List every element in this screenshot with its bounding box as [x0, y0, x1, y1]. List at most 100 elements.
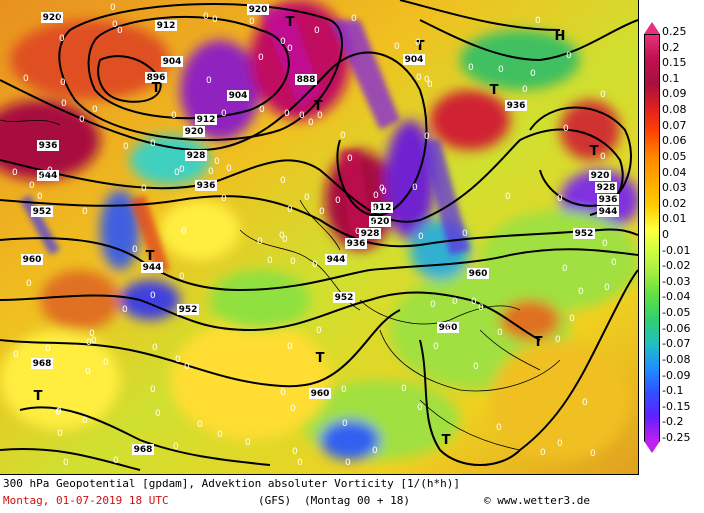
zero-label: 0	[13, 350, 19, 360]
zero-label: 0	[171, 111, 177, 121]
zero-label: 0	[415, 38, 421, 48]
zero-label: 0	[297, 458, 303, 468]
isohypse-label-bg	[403, 54, 425, 65]
zero-label: 0	[468, 63, 474, 73]
zero-label: 0	[37, 192, 43, 202]
zero-label: 0	[299, 111, 305, 121]
zero-label: 0	[113, 456, 119, 466]
zero-label: 0	[446, 323, 452, 333]
low-pressure-symbol: T	[34, 389, 43, 404]
scale-label: -0.06	[662, 321, 691, 335]
zero-label: 0	[562, 264, 568, 274]
scale-label: -0.25	[662, 431, 691, 444]
zero-label: 0	[373, 191, 379, 201]
isohypse-label-bg	[345, 238, 367, 249]
isohypse-label: 896	[147, 73, 166, 83]
pressure-symbols: T T T T T T T T T T H T	[34, 15, 599, 448]
isohypse-label: 952	[335, 293, 354, 303]
zero-label: 0	[530, 69, 536, 79]
zero-label: 0	[150, 291, 156, 301]
isohypse-label: 912	[373, 203, 392, 213]
isohypse-label: 928	[361, 229, 380, 239]
scale-label: 0.2	[662, 40, 680, 54]
isohypse-label-bg	[437, 322, 459, 333]
isohypse-label-bg	[185, 150, 207, 161]
scale-label: 0.03	[662, 181, 687, 195]
credit-url[interactable]: www.wetter3.de	[497, 494, 590, 507]
zero-label: 0	[417, 403, 423, 413]
zero-label: 0	[497, 328, 503, 338]
zero-label: 0	[287, 44, 293, 54]
zero-label: 0	[335, 196, 341, 206]
isohypse-label-bg	[132, 444, 154, 455]
low-pressure-symbol: T	[152, 81, 161, 96]
isohypse-label-bg	[161, 56, 183, 67]
zero-label: 0	[600, 152, 606, 162]
zero-label: 0	[179, 165, 185, 175]
isohypse-label: 968	[33, 359, 52, 369]
zero-label: 0	[522, 85, 528, 95]
zero-label: 0	[117, 26, 123, 36]
zero-label: 0	[496, 423, 502, 433]
zero-label: 0	[287, 342, 293, 352]
zero-label: 0	[150, 385, 156, 395]
zero-label: 0	[79, 115, 85, 125]
isohypse-label-bg	[31, 206, 53, 217]
zero-label: 0	[60, 78, 66, 88]
zero-label: 0	[257, 237, 263, 247]
isohypse-label: 936	[197, 181, 216, 191]
scale-label: 0.1	[662, 71, 680, 85]
zero-label: 0	[372, 218, 378, 228]
isohypse-label-bg	[371, 202, 393, 213]
zero-label: 0	[292, 447, 298, 457]
zero-label: 0	[184, 362, 190, 372]
zero-label: 0	[259, 105, 265, 115]
zero-label: 0	[304, 193, 310, 203]
zero-label: 0	[462, 229, 468, 239]
low-pressure-symbol: T	[146, 249, 155, 264]
zero-label: 0	[372, 446, 378, 456]
scale-label: 0.15	[662, 56, 687, 70]
scale-label: -0.1	[662, 384, 684, 398]
zero-label: 0	[245, 438, 251, 448]
isohypse-label-bg	[325, 254, 347, 265]
scale-label: -0.04	[662, 290, 691, 304]
zero-labels: 0000000000000000000000000000000000000000…	[12, 3, 617, 468]
zero-label: 0	[63, 458, 69, 468]
zero-label: 0	[92, 105, 98, 115]
zero-label: 0	[290, 404, 296, 414]
scale-label: 0.25	[662, 25, 687, 38]
zero-label: 0	[555, 335, 561, 345]
isohypse-label: 912	[197, 115, 216, 125]
zero-label: 0	[179, 272, 185, 282]
isohypse-label: 936	[39, 141, 58, 151]
zero-label: 0	[319, 207, 325, 217]
isohypse-label: 928	[597, 183, 616, 193]
high-pressure-symbol: H	[555, 29, 566, 44]
zero-label: 0	[221, 109, 227, 119]
zero-label: 0	[312, 260, 318, 270]
zero-label: 0	[82, 416, 88, 426]
zero-label: 0	[282, 235, 288, 245]
zero-label: 0	[416, 73, 422, 83]
scale-bottom-arrow	[644, 441, 660, 453]
zero-label: 0	[540, 448, 546, 458]
zero-label: 0	[600, 90, 606, 100]
zero-label: 0	[433, 342, 439, 352]
isohypse-label-bg	[369, 216, 391, 227]
zero-label: 0	[58, 12, 64, 22]
zero-label: 0	[258, 53, 264, 63]
credit[interactable]: © www.wetter3.de	[484, 494, 590, 507]
isohypse-label-bg	[155, 20, 177, 31]
isohypse-label-bg	[41, 12, 63, 23]
isohypse-label-bg	[333, 292, 355, 303]
scale-label: 0.02	[662, 196, 687, 210]
zero-label: 0	[55, 408, 61, 418]
weather-map: 920 912 904 896 888 920 936 944 952 960 968 920 928 9…	[0, 0, 639, 475]
isohypse-label: 944	[327, 255, 346, 265]
isohypse-label-bg	[597, 206, 619, 217]
zero-label: 0	[379, 184, 385, 194]
zero-label: 0	[57, 429, 63, 439]
low-pressure-symbol: T	[442, 433, 451, 448]
